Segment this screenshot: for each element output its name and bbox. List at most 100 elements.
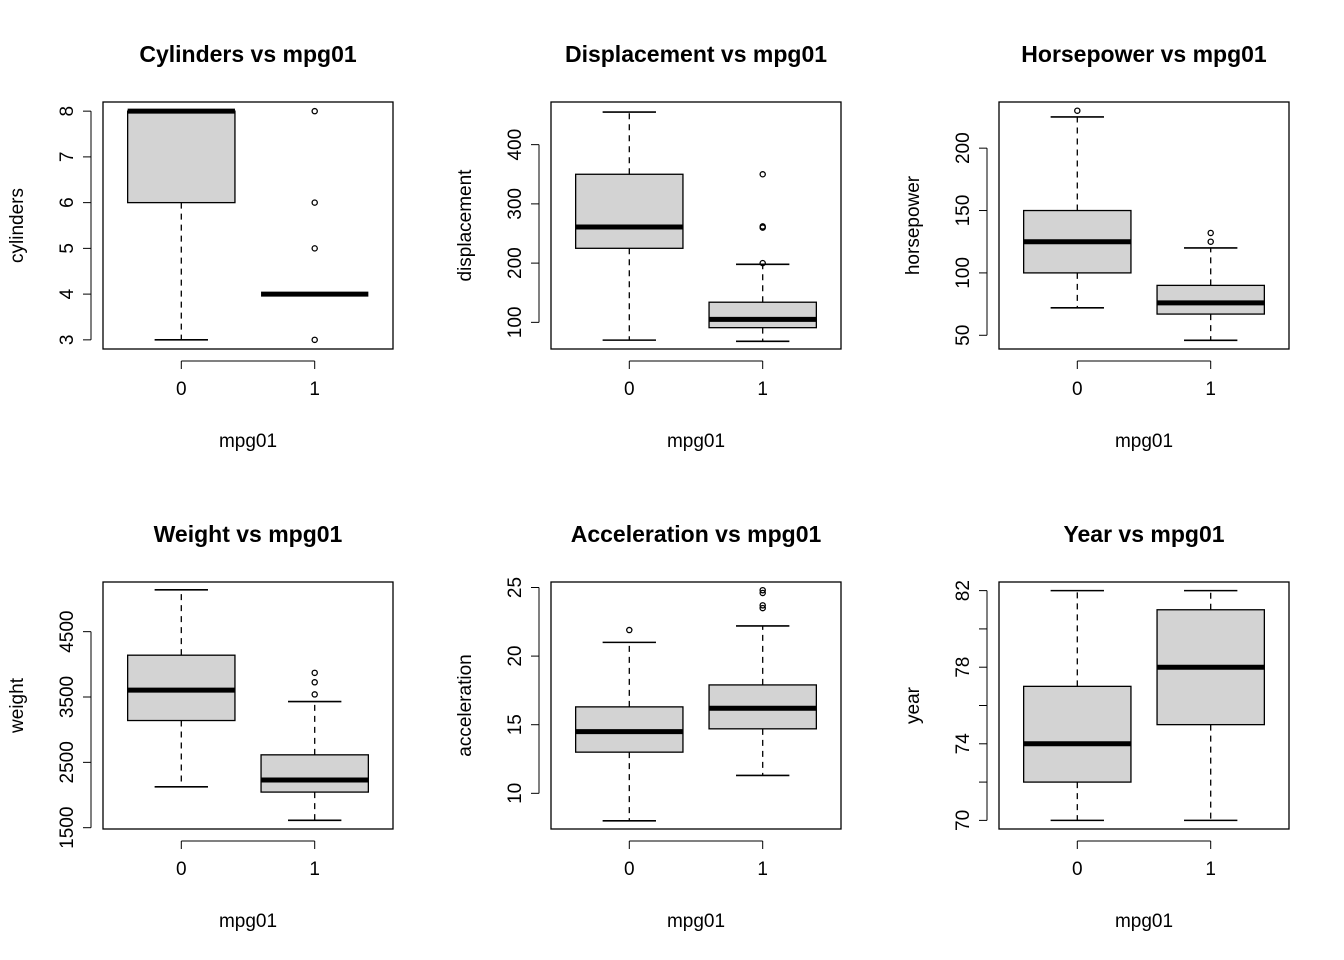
outlier-point xyxy=(759,602,766,609)
chart-title: Displacement vs mpg01 xyxy=(565,41,827,67)
outlier-point xyxy=(311,107,318,115)
chart-title: Acceleration vs mpg01 xyxy=(571,521,822,547)
plot-frame xyxy=(998,101,1290,350)
chart-panel-1: Cylinders vs mpg01 mpg01 cylinders 3 4 5 6 7 8 0 1 xyxy=(7,41,394,452)
chart-title: Year vs mpg01 xyxy=(1063,521,1224,547)
chart-title: Weight vs mpg01 xyxy=(154,521,343,547)
y-tick-label: 7 xyxy=(57,152,78,163)
chart-title: Horsepower vs mpg01 xyxy=(1021,41,1267,67)
outlier-point xyxy=(1207,238,1214,245)
outlier-point xyxy=(626,626,633,634)
box-1 xyxy=(1156,589,1266,822)
x-axis-label: mpg01 xyxy=(1115,431,1173,452)
x-axis-label: mpg01 xyxy=(1115,911,1173,932)
y-tick-label: 1500 xyxy=(57,807,78,849)
y-tick-label: 20 xyxy=(505,646,526,667)
y-tick-label: 74 xyxy=(953,733,974,755)
box-0 xyxy=(1023,107,1132,309)
box-0 xyxy=(575,111,684,341)
x-axis-label: mpg01 xyxy=(667,431,725,452)
y-tick-label: 82 xyxy=(953,580,974,601)
x-tick-label: 0 xyxy=(624,859,635,880)
y-tick-label: 150 xyxy=(953,195,974,227)
box-0 xyxy=(1023,589,1132,822)
y-tick-label: 3 xyxy=(57,335,78,346)
iqr-box xyxy=(127,110,236,204)
box-1 xyxy=(708,171,817,343)
x-tick-label: 0 xyxy=(1072,859,1083,880)
y-tick-label: 300 xyxy=(505,188,526,220)
y-tick-label: 100 xyxy=(505,306,526,338)
y-axis-label: year xyxy=(903,686,924,724)
y-tick-label: 70 xyxy=(953,810,974,831)
x-axis-label: mpg01 xyxy=(219,431,277,452)
y-tick-label: 6 xyxy=(57,197,78,208)
x-tick-label: 1 xyxy=(757,379,768,400)
chart-title: Cylinders vs mpg01 xyxy=(139,41,357,67)
outlier-point xyxy=(759,223,766,230)
x-tick-label: 0 xyxy=(176,859,187,880)
x-axis-label: mpg01 xyxy=(667,911,725,932)
y-tick-label: 2500 xyxy=(57,741,78,783)
x-axis-label: mpg01 xyxy=(219,911,277,932)
outlier-point xyxy=(1074,107,1081,114)
outlier-point xyxy=(311,336,318,344)
iqr-box xyxy=(1156,284,1266,315)
y-tick-label: 200 xyxy=(953,132,974,164)
iqr-box xyxy=(1023,685,1132,783)
box-1 xyxy=(261,107,369,344)
y-tick-label: 200 xyxy=(505,247,526,279)
y-axis-label: cylinders xyxy=(7,188,28,263)
x-tick-label: 0 xyxy=(1072,379,1083,400)
y-tick-label: 3500 xyxy=(57,676,78,718)
y-tick-label: 8 xyxy=(57,106,78,117)
outlier-point xyxy=(311,669,318,677)
x-tick-label: 1 xyxy=(757,859,768,880)
y-tick-label: 78 xyxy=(953,657,974,678)
plot-frame xyxy=(998,581,1290,830)
outlier-point xyxy=(311,679,318,686)
chart-panel-5: Acceleration vs mpg01mpg01acceleration10… xyxy=(455,521,842,932)
box-1 xyxy=(708,586,817,777)
y-axis-label: horsepower xyxy=(903,175,924,275)
y-axis-label: acceleration xyxy=(455,654,476,756)
box-0 xyxy=(127,589,236,788)
y-tick-label: 50 xyxy=(953,325,974,346)
x-tick-label: 1 xyxy=(309,859,320,880)
box-0 xyxy=(127,108,236,341)
outlier-point xyxy=(759,589,766,597)
outlier-point xyxy=(759,586,766,594)
outlier-point xyxy=(1207,229,1214,237)
plot-frame xyxy=(102,101,394,350)
outlier-point xyxy=(311,199,318,206)
outlier-point xyxy=(311,691,318,698)
y-tick-label: 4 xyxy=(57,288,78,299)
plot-frame xyxy=(102,581,394,830)
x-tick-label: 1 xyxy=(1205,859,1216,880)
y-tick-label: 100 xyxy=(953,257,974,289)
y-tick-label: 5 xyxy=(57,243,78,254)
chart-panel-4: Weight vs mpg01 mpg01 weight 1500 2500 3500 45… xyxy=(7,521,394,932)
outlier-point xyxy=(759,604,766,612)
plot-frame xyxy=(550,581,842,830)
x-tick-label: 1 xyxy=(309,379,320,400)
chart-panel-6: Year vs mpg01 mpg01 year 70 74 78 82 0 1 xyxy=(903,521,1290,932)
box-1 xyxy=(260,669,369,822)
outlier-point xyxy=(311,245,318,252)
y-tick-label: 10 xyxy=(505,783,526,804)
iqr-box xyxy=(575,173,684,249)
x-tick-label: 0 xyxy=(624,379,635,400)
x-tick-label: 0 xyxy=(176,379,187,400)
chart-panel-2: Displacement vs mpg01mpg01displacement10… xyxy=(455,41,842,452)
chart-panel-3: Horsepower vs mpg01 mpg01 horsepower 50 100 1… xyxy=(903,41,1290,452)
iqr-box xyxy=(260,754,369,793)
outlier-point xyxy=(759,259,766,267)
y-tick-label: 15 xyxy=(505,714,526,735)
y-axis-label: weight xyxy=(7,677,28,734)
y-tick-label: 25 xyxy=(505,577,526,598)
x-tick-label: 1 xyxy=(1205,379,1216,400)
y-axis-label: displacement xyxy=(455,169,476,282)
box-0 xyxy=(575,626,684,822)
y-tick-label: 400 xyxy=(505,129,526,161)
